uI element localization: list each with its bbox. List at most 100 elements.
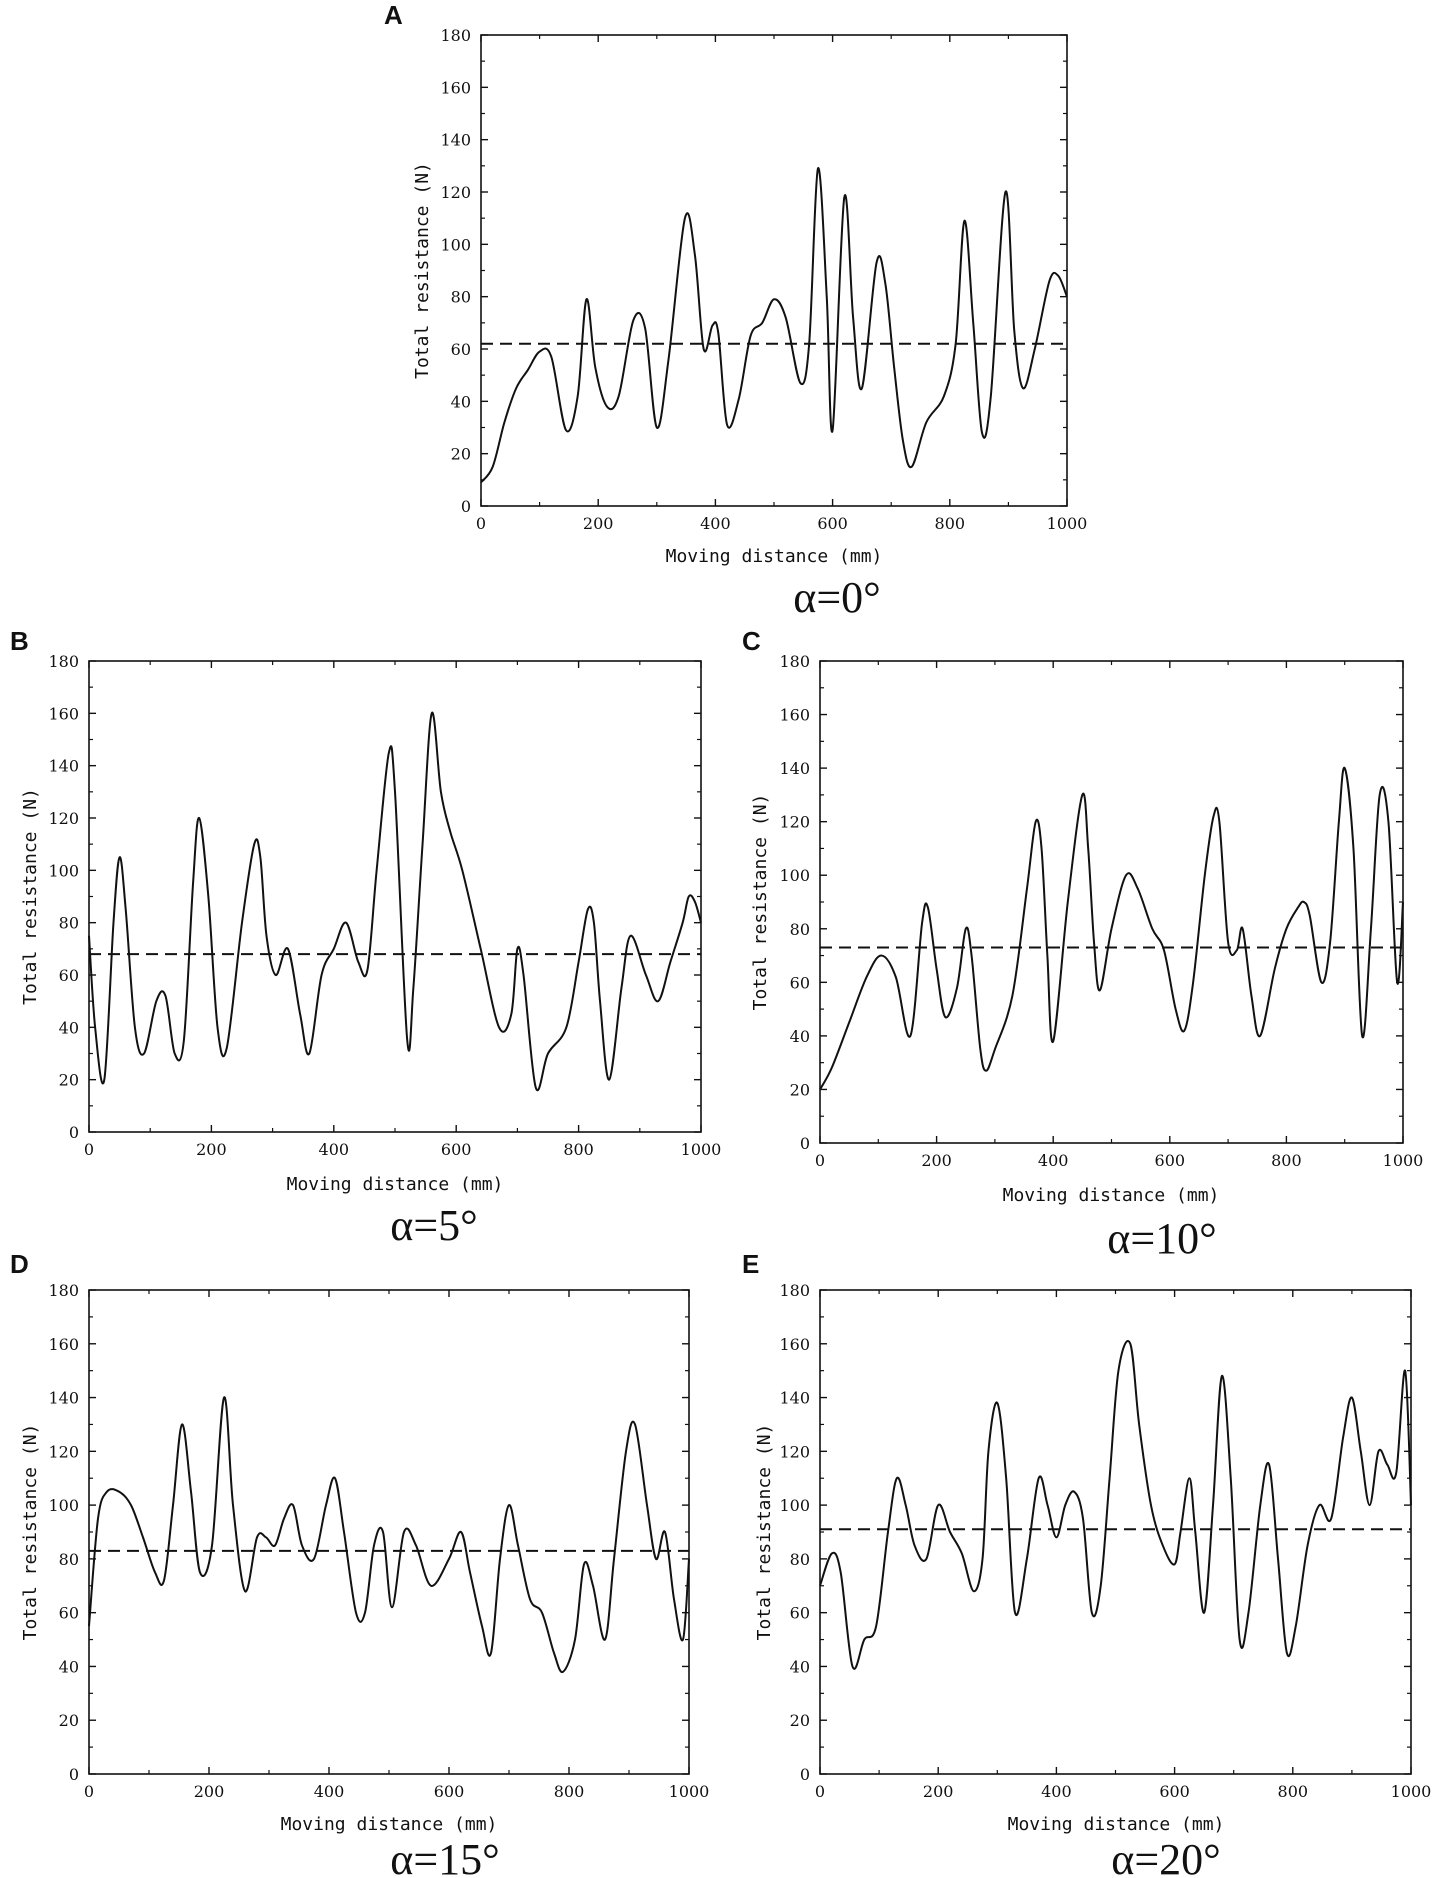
chart-panel-a: A 0 200 400 600 800 1000 0 20 40 60 80 100 120 140 160 1… — [384, 0, 1087, 622]
y-axis-label: Total resistance (N) — [20, 788, 41, 1005]
y-tick-label: 80 — [790, 1550, 810, 1569]
x-tick-label: 800 — [1271, 1151, 1302, 1170]
x-tick-label: 0 — [476, 514, 486, 533]
y-tick-label: 160 — [48, 1335, 79, 1354]
panel-caption: α=5° — [390, 1201, 477, 1250]
y-tick-label: 180 — [779, 652, 810, 671]
y-tick-label: 140 — [48, 1389, 79, 1408]
y-axis-label: Total resistance (N) — [20, 1424, 41, 1641]
y-tick-label: 100 — [440, 235, 471, 254]
x-tick-label: 1000 — [1391, 1782, 1432, 1801]
y-tick-label: 20 — [59, 1071, 79, 1090]
x-axis-label: Moving distance (mm) — [281, 1814, 498, 1835]
y-tick-label: 140 — [779, 759, 810, 778]
y-tick-label: 0 — [69, 1123, 79, 1142]
y-tick-label: 40 — [790, 1027, 810, 1046]
resistance-line — [88, 711, 702, 1092]
x-tick-label: 200 — [196, 1140, 227, 1159]
y-tick-label: 120 — [440, 183, 471, 202]
y-tick-label: 40 — [59, 1657, 79, 1676]
y-tick-label: 160 — [779, 706, 810, 725]
y-tick-label: 0 — [800, 1765, 810, 1784]
plot-frame — [88, 1289, 690, 1775]
y-tick-label: 100 — [48, 861, 79, 880]
y-tick-label: 120 — [779, 813, 810, 832]
x-tick-label: 0 — [84, 1782, 94, 1801]
y-axis-label: Total resistance (N) — [750, 794, 771, 1011]
plot-frame — [480, 34, 1068, 507]
y-tick-label: 140 — [440, 131, 471, 150]
x-tick-label: 800 — [1278, 1782, 1309, 1801]
y-tick-label: 100 — [779, 866, 810, 885]
y-tick-label: 80 — [59, 914, 79, 933]
y-tick-label: 60 — [790, 973, 810, 992]
x-tick-label: 1000 — [681, 1140, 722, 1159]
chart-panel-c: C 0 200 400 600 800 1000 0 20 40 60 80 100 120 140 160 1… — [742, 626, 1423, 1263]
y-axis-label: Total resistance (N) — [412, 162, 433, 379]
y-tick-label: 160 — [440, 78, 471, 97]
x-tick-label: 0 — [815, 1151, 825, 1170]
panel-caption: α=10° — [1107, 1214, 1216, 1263]
y-tick-label: 40 — [59, 1018, 79, 1037]
panel-letter: B — [10, 626, 29, 656]
resistance-line — [88, 1396, 690, 1674]
y-tick-label: 20 — [451, 445, 471, 464]
y-tick-label: 140 — [48, 757, 79, 776]
panel-caption: α=20° — [1111, 1835, 1220, 1878]
x-tick-label: 800 — [935, 514, 966, 533]
chart-panel-d: D 0 200 400 600 800 1000 0 20 40 60 80 100 120 140 160 1… — [10, 1249, 709, 1878]
resistance-line — [819, 766, 1404, 1090]
x-tick-label: 400 — [1038, 1151, 1069, 1170]
x-tick-label: 600 — [817, 514, 848, 533]
x-axis-label: Moving distance (mm) — [1008, 1814, 1225, 1835]
x-tick-label: 600 — [1159, 1782, 1190, 1801]
x-tick-label: 600 — [1155, 1151, 1186, 1170]
y-tick-label: 0 — [69, 1765, 79, 1784]
y-tick-label: 120 — [779, 1442, 810, 1461]
y-tick-label: 160 — [48, 704, 79, 723]
x-tick-label: 400 — [1041, 1782, 1072, 1801]
x-axis-label: Moving distance (mm) — [1003, 1185, 1220, 1206]
x-tick-label: 800 — [563, 1140, 594, 1159]
y-tick-label: 60 — [790, 1604, 810, 1623]
y-tick-label: 160 — [779, 1335, 810, 1354]
x-tick-label: 600 — [434, 1782, 465, 1801]
y-tick-label: 40 — [790, 1657, 810, 1676]
y-tick-label: 0 — [461, 497, 471, 516]
x-axis-label: Moving distance (mm) — [666, 546, 883, 567]
y-tick-label: 120 — [48, 1442, 79, 1461]
y-tick-label: 20 — [59, 1711, 79, 1730]
y-tick-label: 60 — [59, 1604, 79, 1623]
y-tick-label: 60 — [451, 340, 471, 359]
panel-letter: E — [742, 1249, 759, 1279]
y-tick-label: 180 — [48, 652, 79, 671]
chart-panel-b: B 0 200 400 600 800 1000 0 20 40 60 80 100 120 140 160 1… — [10, 626, 721, 1250]
plot-frame — [88, 660, 702, 1133]
y-tick-label: 0 — [800, 1134, 810, 1153]
y-axis-label: Total resistance (N) — [754, 1424, 775, 1641]
resistance-line — [819, 1340, 1412, 1670]
y-tick-label: 120 — [48, 809, 79, 828]
y-tick-label: 100 — [779, 1496, 810, 1515]
resistance-line — [480, 167, 1068, 484]
y-tick-label: 60 — [59, 966, 79, 985]
x-tick-label: 200 — [921, 1151, 952, 1170]
panel-letter: C — [742, 626, 761, 656]
x-tick-label: 0 — [815, 1782, 825, 1801]
plot-frame — [819, 1289, 1412, 1775]
y-tick-label: 180 — [48, 1281, 79, 1300]
y-tick-label: 20 — [790, 1711, 810, 1730]
panel-caption: α=15° — [390, 1835, 499, 1878]
x-tick-label: 1000 — [1047, 514, 1088, 533]
x-tick-label: 200 — [194, 1782, 225, 1801]
panel-caption: α=0° — [793, 573, 880, 622]
y-tick-label: 80 — [451, 288, 471, 307]
y-tick-label: 180 — [440, 26, 471, 45]
x-tick-label: 600 — [441, 1140, 472, 1159]
x-tick-label: 400 — [314, 1782, 345, 1801]
x-axis-label: Moving distance (mm) — [287, 1174, 504, 1195]
x-tick-label: 800 — [554, 1782, 585, 1801]
y-tick-label: 40 — [451, 392, 471, 411]
x-tick-label: 400 — [319, 1140, 350, 1159]
